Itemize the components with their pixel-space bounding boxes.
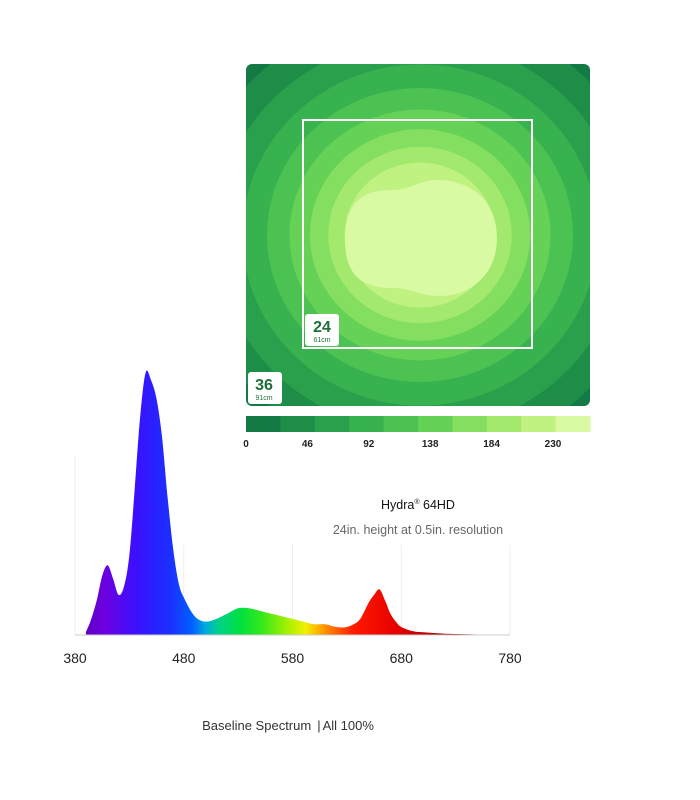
scale-swatch-9 bbox=[555, 416, 591, 432]
scale-swatch-6 bbox=[452, 416, 488, 432]
spectrum-caption: Baseline Spectrum | All 100% bbox=[202, 718, 374, 733]
x-tick-label: 480 bbox=[172, 650, 196, 666]
color-scale-ticks: 0 46 92 138 184 230 bbox=[243, 439, 562, 450]
x-axis-tick-labels: 380 480 580 680 780 bbox=[63, 650, 522, 666]
heatmap: 24 61cm 36 91cm bbox=[246, 64, 590, 406]
scale-swatch-4 bbox=[383, 416, 419, 432]
scale-swatch-7 bbox=[486, 416, 522, 432]
color-scale: 0 46 92 138 184 230 bbox=[243, 416, 591, 450]
scale-swatch-8 bbox=[521, 416, 557, 432]
scale-swatch-2 bbox=[314, 416, 350, 432]
contour-level-9 bbox=[345, 180, 497, 296]
scale-tick-label: 0 bbox=[243, 439, 249, 450]
scale-swatch-1 bbox=[280, 416, 316, 432]
scale-swatch-3 bbox=[349, 416, 385, 432]
scale-tick-label: 184 bbox=[483, 439, 500, 450]
scale-tick-label: 138 bbox=[422, 439, 439, 450]
x-tick-label: 780 bbox=[498, 650, 522, 666]
scale-swatch-0 bbox=[246, 416, 281, 432]
product-title: Hydra® 64HD bbox=[381, 498, 455, 512]
product-caption: 24in. height at 0.5in. resolution bbox=[333, 523, 503, 537]
outer-size-tile: 36 91cm bbox=[248, 372, 282, 404]
outer-size-unit: 91cm bbox=[255, 395, 272, 402]
scale-tick-label: 92 bbox=[363, 439, 375, 450]
scale-tick-label: 46 bbox=[302, 439, 314, 450]
inner-size-tile: 24 61cm bbox=[305, 314, 339, 346]
x-tick-label: 380 bbox=[63, 650, 87, 666]
outer-size-value: 36 bbox=[255, 377, 273, 394]
x-tick-label: 680 bbox=[390, 650, 414, 666]
x-tick-label: 580 bbox=[281, 650, 305, 666]
heatmap-contours bbox=[246, 64, 590, 406]
color-scale-bar bbox=[246, 416, 591, 432]
scale-tick-label: 230 bbox=[545, 439, 562, 450]
inner-coverage-frame bbox=[302, 119, 533, 349]
inner-size-value: 24 bbox=[313, 319, 331, 336]
scale-swatch-5 bbox=[418, 416, 453, 432]
product-label: Hydra® 64HD 24in. height at 0.5in. resol… bbox=[333, 498, 503, 537]
inner-size-unit: 61cm bbox=[313, 337, 330, 344]
